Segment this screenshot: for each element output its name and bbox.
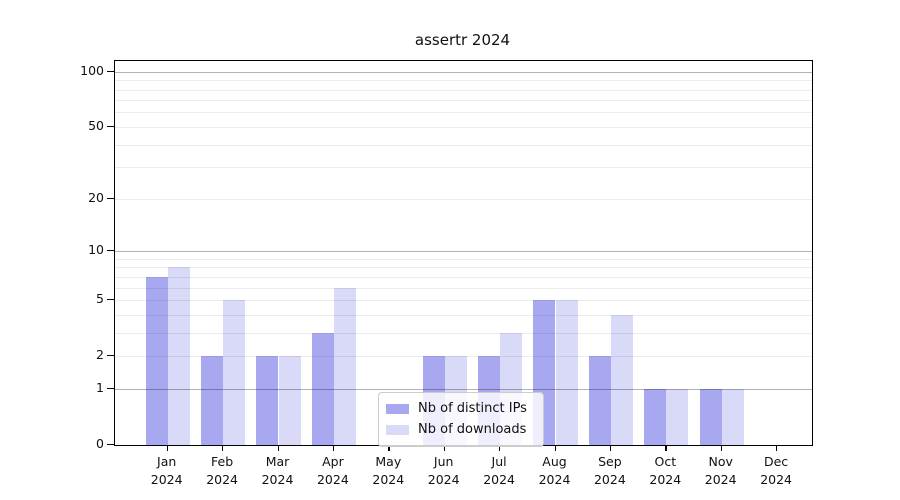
x-tick-mark-feb (222, 445, 224, 451)
y-tick-mark-10 (107, 250, 114, 252)
x-tick-mark-jun (443, 445, 445, 451)
y-tick-mark-0 (107, 444, 114, 446)
x-tick-label-oct: Oct 2024 (633, 453, 697, 489)
x-tick-mark-oct (665, 445, 667, 451)
gridline-90 (115, 80, 812, 82)
bar-downloads-apr (333, 287, 357, 445)
legend-label-downloads: Nb of downloads (418, 422, 527, 437)
x-tick-mark-may (388, 445, 390, 451)
gridline-5 (115, 300, 812, 302)
legend-row-distinct-ips: Nb of distinct IPs (386, 398, 534, 419)
y-tick-mark-20 (107, 197, 114, 200)
x-tick-label-dec: Dec 2024 (744, 453, 808, 489)
x-tick-label-jun: Jun 2024 (412, 453, 476, 489)
chart-title: assertr 2024 (414, 31, 511, 49)
gridline-9 (115, 258, 812, 260)
bar-distinct-ips-oct (644, 388, 667, 445)
x-tick-mark-sep (609, 445, 612, 451)
x-tick-label-year: 2024 (483, 472, 515, 487)
gridline-70 (115, 100, 812, 102)
bar-distinct-ips-sep (588, 356, 611, 445)
y-tick-label-5: 5 (96, 291, 104, 307)
y-tick-mark-50 (107, 125, 114, 128)
legend: Nb of distinct IPs Nb of downloads (378, 392, 544, 447)
x-tick-label-year: 2024 (760, 472, 792, 487)
x-tick-label-jan: Jan 2024 (135, 453, 199, 489)
x-tick-label-year: 2024 (261, 472, 294, 487)
bar-downloads-feb (223, 300, 246, 445)
y-tick-label-100: 100 (80, 62, 104, 78)
gridline-3 (115, 332, 812, 334)
x-tick-mark-nov (720, 445, 722, 451)
gridline-6 (115, 287, 812, 289)
gridline-10 (115, 251, 812, 253)
bar-distinct-ips-nov (699, 388, 722, 445)
gridline-4 (115, 314, 812, 316)
x-tick-mark-dec (776, 445, 778, 451)
gridline-80 (115, 89, 812, 91)
x-tick-label-year: 2024 (704, 472, 737, 487)
y-tick-label-0: 0 (96, 436, 104, 451)
gridline-100 (115, 71, 812, 73)
x-tick-label-may: May 2024 (356, 453, 420, 489)
bar-downloads-aug (555, 300, 578, 445)
x-tick-label-mar: Mar 2024 (246, 453, 310, 489)
gridline-20 (115, 198, 812, 200)
x-tick-label-year: 2024 (316, 472, 349, 487)
bar-downloads-nov (721, 388, 744, 445)
gridline-2 (115, 356, 812, 358)
bar-distinct-ips-apr (311, 332, 334, 445)
x-tick-mark-jul (499, 445, 501, 451)
bar-distinct-ips-jan (145, 276, 168, 445)
x-tick-label-jul: Jul 2024 (467, 453, 531, 489)
y-tick-mark-2 (107, 355, 114, 357)
legend-row-downloads: Nb of downloads (386, 419, 534, 440)
gridline-60 (115, 112, 812, 114)
bar-downloads-oct (666, 388, 689, 445)
y-tick-mark-1 (107, 387, 114, 390)
bar-distinct-ips-feb (200, 356, 224, 445)
gridline-8 (115, 267, 812, 269)
y-tick-label-10: 10 (88, 242, 104, 258)
x-tick-mark-aug (554, 445, 556, 451)
x-tick-label-sep: Sep 2024 (578, 453, 642, 489)
x-tick-label-year: 2024 (372, 472, 405, 487)
x-tick-label-year: 2024 (593, 472, 626, 487)
y-tick-mark-5 (107, 299, 114, 301)
x-tick-label-aug: Aug 2024 (523, 453, 587, 489)
x-tick-label-year: 2024 (150, 472, 183, 487)
gridline-7 (115, 276, 812, 278)
x-tick-mark-apr (332, 445, 335, 451)
y-tick-label-2: 2 (96, 347, 104, 363)
x-tick-label-year: 2024 (427, 472, 460, 487)
gridline-40 (115, 144, 812, 146)
bar-downloads-jan (167, 267, 190, 445)
y-tick-label-1: 1 (96, 379, 104, 395)
x-tick-mark-jan (166, 445, 168, 451)
legend-swatch-downloads (386, 424, 409, 435)
x-tick-label-year: 2024 (206, 472, 238, 487)
x-tick-label-feb: Feb 2024 (190, 453, 254, 489)
bar-downloads-sep (610, 314, 634, 445)
bar-downloads-mar (278, 356, 301, 445)
legend-label-distinct-ips: Nb of distinct IPs (418, 401, 527, 416)
y-tick-mark-100 (107, 70, 114, 72)
bar-distinct-ips-mar (256, 356, 279, 445)
x-tick-label-year: 2024 (538, 472, 571, 487)
x-tick-label-year: 2024 (649, 472, 682, 487)
legend-swatch-distinct-ips (386, 403, 409, 414)
gridline-50 (115, 126, 812, 128)
plot-area (114, 60, 813, 446)
x-tick-label-apr: Apr 2024 (301, 453, 365, 489)
x-tick-mark-mar (277, 445, 279, 451)
gridline-1 (115, 388, 812, 390)
x-tick-label-nov: Nov 2024 (689, 453, 753, 489)
y-tick-label-50: 50 (88, 117, 104, 133)
gridline-30 (115, 167, 812, 169)
y-tick-label-20: 20 (88, 189, 104, 205)
